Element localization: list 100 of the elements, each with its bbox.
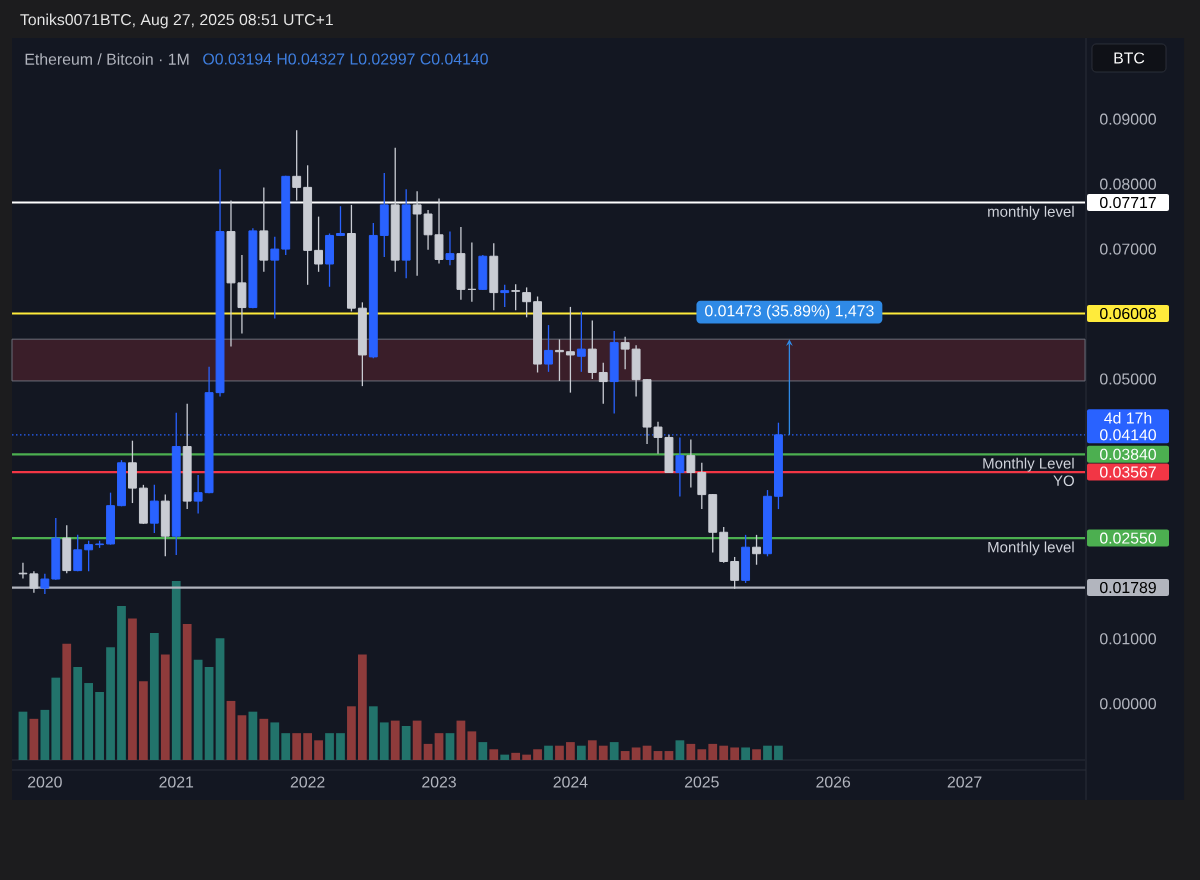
bar bbox=[620, 751, 630, 760]
candlestick bbox=[314, 215, 324, 273]
bar bbox=[215, 638, 225, 760]
bar bbox=[708, 743, 718, 760]
y-tick-label: 0.04140 bbox=[1100, 429, 1156, 441]
bar bbox=[752, 749, 761, 760]
candlestick bbox=[697, 462, 707, 510]
bar bbox=[18, 711, 28, 760]
bar bbox=[237, 715, 247, 760]
bar bbox=[456, 720, 466, 760]
candlestick bbox=[730, 556, 740, 590]
bar bbox=[303, 733, 313, 760]
y-tick-label: 0.01789 bbox=[1100, 581, 1156, 594]
candlestick bbox=[598, 362, 608, 405]
bar bbox=[357, 654, 367, 760]
bar bbox=[489, 749, 499, 760]
y-tick-label: 0.07000 bbox=[1100, 243, 1156, 255]
bar bbox=[139, 681, 148, 760]
y-tick-label: 0.01000 bbox=[1100, 633, 1156, 645]
bar bbox=[609, 742, 619, 760]
bar bbox=[336, 733, 345, 760]
bar bbox=[379, 722, 389, 760]
bar bbox=[182, 623, 192, 760]
bar bbox=[423, 743, 433, 760]
bar bbox=[763, 745, 772, 760]
ref-line-label: Monthly Level bbox=[983, 457, 1074, 472]
bar bbox=[741, 747, 750, 760]
x-tick-label: 2027 bbox=[947, 776, 982, 788]
bar bbox=[347, 706, 356, 760]
bar bbox=[445, 733, 455, 760]
text: Toniks0071BTC, Aug 27, 2025 08:51 UTC+1 bbox=[20, 13, 333, 29]
bar bbox=[117, 606, 126, 760]
bar bbox=[281, 733, 291, 760]
candlestick bbox=[565, 306, 575, 394]
bar bbox=[576, 745, 586, 760]
candlestick bbox=[587, 319, 597, 380]
bar bbox=[500, 754, 510, 760]
bar bbox=[719, 745, 729, 760]
bar bbox=[292, 733, 302, 760]
bar bbox=[401, 725, 411, 760]
bar bbox=[51, 677, 61, 760]
bar bbox=[259, 718, 269, 760]
candlestick bbox=[500, 284, 510, 308]
bar bbox=[160, 654, 170, 760]
candlestick bbox=[270, 236, 280, 320]
bar bbox=[248, 711, 258, 760]
x-tick-label: 2026 bbox=[816, 776, 851, 788]
bar bbox=[587, 740, 597, 760]
candlestick bbox=[40, 573, 50, 595]
bar bbox=[193, 659, 203, 760]
x-tick-label: 2022 bbox=[290, 776, 325, 788]
y-tick-label: 0.07717 bbox=[1100, 196, 1156, 209]
bar bbox=[566, 742, 575, 760]
bar bbox=[368, 706, 378, 760]
candlestick bbox=[511, 283, 521, 311]
bar bbox=[149, 632, 159, 760]
bar bbox=[686, 743, 696, 760]
bar bbox=[478, 742, 488, 760]
y-tick-label: 0.09000 bbox=[1100, 113, 1156, 125]
ref-line-label: Monthly level bbox=[988, 541, 1074, 556]
bar bbox=[171, 581, 181, 760]
bar bbox=[390, 720, 400, 760]
bar bbox=[533, 749, 542, 760]
bar bbox=[412, 720, 422, 760]
y-axis-title: BTC bbox=[1114, 52, 1145, 64]
x-tick-label: 2023 bbox=[422, 776, 456, 788]
x-tick-label: 2021 bbox=[159, 776, 194, 788]
bar bbox=[325, 733, 334, 760]
bar bbox=[467, 731, 477, 760]
x-tick-label: 2020 bbox=[28, 776, 62, 788]
candlestick bbox=[336, 205, 345, 237]
annotation: 0.01473 (35.89%) 1,473 bbox=[705, 304, 874, 320]
candlestick bbox=[73, 534, 83, 572]
y-tick-label: 0.02550 bbox=[1100, 532, 1156, 544]
y-tick-label: 0.03567 bbox=[1100, 466, 1156, 478]
candlestick bbox=[620, 336, 630, 370]
text: 4d 17h bbox=[1104, 412, 1152, 424]
bar bbox=[62, 643, 72, 760]
candlestick bbox=[752, 534, 761, 566]
bar bbox=[598, 745, 608, 760]
y-tick-label: 0.06008 bbox=[1100, 307, 1156, 320]
bar bbox=[128, 618, 137, 760]
bar bbox=[642, 745, 652, 760]
bar bbox=[653, 751, 663, 760]
bar bbox=[226, 700, 236, 760]
y-tick-label: 0.03840 bbox=[1100, 448, 1156, 460]
bar bbox=[664, 751, 674, 760]
candlestick bbox=[576, 310, 586, 373]
candlestick bbox=[292, 129, 302, 202]
bar bbox=[73, 666, 83, 760]
bar bbox=[40, 709, 50, 760]
candlestick bbox=[149, 484, 159, 534]
bar bbox=[95, 691, 104, 760]
text: Ethereum / Bitcoin · 1M bbox=[25, 53, 189, 65]
candlestick bbox=[555, 338, 564, 382]
y-tick-label: 0.00000 bbox=[1100, 698, 1156, 710]
bar bbox=[544, 745, 553, 760]
bar bbox=[774, 745, 783, 760]
bar bbox=[555, 745, 564, 760]
bar bbox=[631, 747, 641, 760]
